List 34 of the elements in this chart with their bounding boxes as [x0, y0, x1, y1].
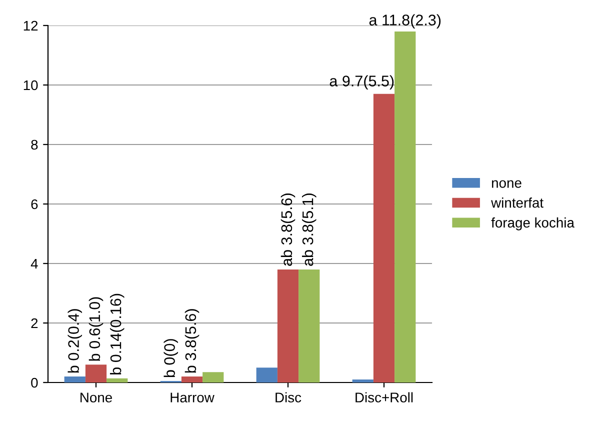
data-label: a 11.8(2.3) [369, 14, 441, 28]
data-label: b 0(0) [164, 339, 178, 378]
data-label: b 3.8(5.6) [184, 309, 200, 373]
legend-label: winterfat [491, 198, 544, 208]
bar [394, 31, 416, 382]
bar [64, 376, 86, 382]
bar [106, 378, 128, 382]
bar [373, 94, 395, 382]
bar [85, 364, 107, 382]
bar [277, 269, 299, 382]
y-tick-label: 12 [24, 20, 38, 31]
legend-label: none [492, 180, 522, 188]
x-tick-label: Disc+Roll [356, 392, 413, 402]
data-label: b 0.14(0.16) [110, 294, 124, 374]
x-tick-label: None [80, 392, 112, 402]
y-tick-label: 6 [31, 199, 38, 210]
x-tick-label: Harrow [170, 392, 214, 402]
y-tick-label: 8 [31, 140, 38, 150]
data-label: ab 3.8(5.6) [280, 194, 296, 266]
data-label: b 0.2(0.4) [68, 309, 82, 373]
bar [352, 380, 374, 382]
bar [202, 372, 224, 382]
data-label: a 9.7(5.5) [330, 75, 394, 90]
bar [256, 368, 278, 382]
y-tick-label: 10 [24, 80, 38, 90]
data-label: ab 3.8(5.1) [302, 194, 316, 266]
y-tick-label: 2 [31, 318, 38, 328]
data-label: b 0.6(1.0) [88, 297, 104, 361]
legend-label: forage kochia [491, 217, 574, 230]
y-tick-label: 4 [30, 258, 38, 269]
y-tick-label: 0 [31, 378, 38, 388]
bar [181, 376, 203, 382]
x-tick-label: Disc [276, 392, 302, 402]
bar [298, 269, 320, 382]
